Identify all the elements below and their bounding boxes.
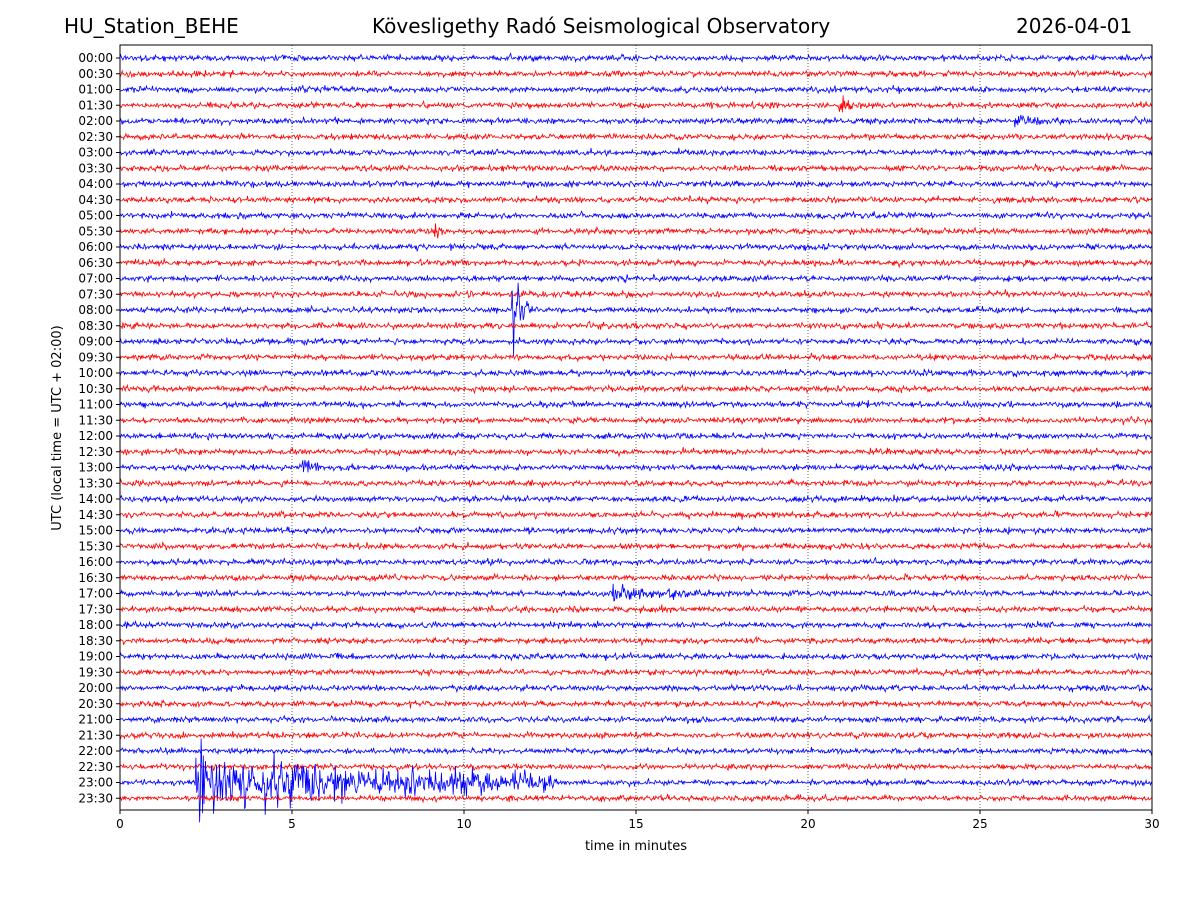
trace-1830 bbox=[119, 635, 1153, 647]
trace-0600 bbox=[119, 241, 1153, 252]
y-tick-label: 15:00 bbox=[78, 524, 113, 538]
trace-0230 bbox=[119, 131, 1153, 142]
y-tick-label: 21:00 bbox=[78, 713, 113, 727]
y-tick-label: 00:00 bbox=[78, 51, 113, 65]
trace-1230 bbox=[119, 446, 1153, 458]
y-tick-label: 11:00 bbox=[78, 398, 113, 412]
y-tick-label: 22:30 bbox=[78, 760, 113, 774]
y-tick-label: 10:30 bbox=[78, 382, 113, 396]
trace-0300 bbox=[119, 147, 1153, 158]
trace-1100 bbox=[119, 399, 1153, 410]
trace-0700 bbox=[119, 273, 1153, 284]
y-tick-label: 12:30 bbox=[78, 445, 113, 459]
trace-2100 bbox=[119, 714, 1153, 725]
trace-1030 bbox=[119, 383, 1153, 395]
y-tick-label: 18:30 bbox=[78, 634, 113, 648]
trace-0800 bbox=[119, 282, 1153, 357]
y-tick-label: 09:30 bbox=[78, 350, 113, 364]
y-tick-label: 09:00 bbox=[78, 335, 113, 349]
y-tick-label: 07:00 bbox=[78, 272, 113, 286]
y-tick-label: 20:00 bbox=[78, 681, 113, 695]
y-tick-label: 18:00 bbox=[78, 618, 113, 632]
y-tick-label: 15:30 bbox=[78, 539, 113, 553]
trace-0030 bbox=[119, 69, 1153, 79]
x-axis-label: time in minutes bbox=[585, 839, 687, 854]
x-tick-label: 10 bbox=[456, 817, 471, 831]
trace-0900 bbox=[119, 336, 1153, 347]
y-tick-label: 04:30 bbox=[78, 193, 113, 207]
y-tick-label: 17:00 bbox=[78, 587, 113, 601]
trace-0730 bbox=[119, 289, 1153, 300]
y-tick-label: 01:30 bbox=[78, 98, 113, 112]
y-tick-label: 03:00 bbox=[78, 146, 113, 160]
y-tick-label: 05:30 bbox=[78, 224, 113, 238]
x-tick-label: 5 bbox=[288, 817, 296, 831]
y-tick-label: 23:00 bbox=[78, 776, 113, 790]
trace-0830 bbox=[119, 320, 1153, 331]
y-tick-label: 06:30 bbox=[78, 256, 113, 270]
trace-1500 bbox=[119, 525, 1153, 536]
trace-1200 bbox=[119, 431, 1153, 441]
trace-0430 bbox=[119, 194, 1153, 205]
y-tick-label: 19:30 bbox=[78, 665, 113, 679]
trace-1430 bbox=[119, 509, 1153, 520]
y-tick-label: 23:30 bbox=[78, 791, 113, 805]
y-tick-label: 16:30 bbox=[78, 571, 113, 585]
trace-0500 bbox=[119, 210, 1153, 221]
y-tick-label: 17:30 bbox=[78, 602, 113, 616]
chart-title: Kövesligethy Radó Seismological Observat… bbox=[372, 14, 831, 38]
trace-1700 bbox=[119, 583, 1153, 602]
y-tick-label: 14:00 bbox=[78, 492, 113, 506]
trace-1300 bbox=[119, 459, 1153, 473]
y-tick-label: 05:00 bbox=[78, 209, 113, 223]
grid-lines bbox=[291, 45, 981, 810]
y-tick-label: 16:00 bbox=[78, 555, 113, 569]
trace-1800 bbox=[119, 619, 1153, 631]
y-tick-label: 08:30 bbox=[78, 319, 113, 333]
y-tick-label: 06:00 bbox=[78, 240, 113, 254]
date-title: 2026-04-01 bbox=[1016, 14, 1133, 38]
trace-1900 bbox=[119, 651, 1153, 662]
y-tick-label: 02:00 bbox=[78, 114, 113, 128]
y-tick-label: 01:00 bbox=[78, 83, 113, 97]
trace-0630 bbox=[119, 257, 1153, 269]
trace-2300 bbox=[119, 738, 1153, 823]
x-tick-label: 15 bbox=[628, 817, 643, 831]
y-axis-label: UTC (local time = UTC + 02:00) bbox=[50, 325, 65, 530]
y-tick-label: 00:30 bbox=[78, 67, 113, 81]
y-tick-label: 10:00 bbox=[78, 366, 113, 380]
y-tick-label: 19:00 bbox=[78, 650, 113, 664]
y-tick-label: 04:00 bbox=[78, 177, 113, 191]
x-tick-label: 25 bbox=[972, 817, 987, 831]
y-tick-label: 22:00 bbox=[78, 744, 113, 758]
y-tick-label: 12:00 bbox=[78, 429, 113, 443]
y-tick-label: 03:30 bbox=[78, 161, 113, 175]
x-axis: 0 5 10 15 20 25 30 bbox=[116, 810, 1160, 831]
trace-1630 bbox=[119, 572, 1153, 584]
x-tick-label: 0 bbox=[116, 817, 124, 831]
trace-2030 bbox=[119, 699, 1153, 709]
y-tick-label: 02:30 bbox=[78, 130, 113, 144]
trace-0200 bbox=[119, 114, 1153, 128]
y-tick-label: 13:30 bbox=[78, 476, 113, 490]
y-tick-label: 21:30 bbox=[78, 728, 113, 742]
y-tick-label: 11:30 bbox=[78, 413, 113, 427]
x-tick-label: 20 bbox=[800, 817, 815, 831]
station-title: HU_Station_BEHE bbox=[64, 14, 239, 38]
y-tick-label: 13:00 bbox=[78, 461, 113, 475]
y-tick-label: 20:30 bbox=[78, 697, 113, 711]
trace-0130 bbox=[119, 95, 1153, 113]
y-tick-label: 08:00 bbox=[78, 303, 113, 317]
y-tick-label: 14:30 bbox=[78, 508, 113, 522]
trace-2000 bbox=[119, 683, 1153, 694]
y-tick-label: 07:30 bbox=[78, 287, 113, 301]
x-tick-label: 30 bbox=[1144, 817, 1159, 831]
trace-0100 bbox=[119, 84, 1153, 95]
